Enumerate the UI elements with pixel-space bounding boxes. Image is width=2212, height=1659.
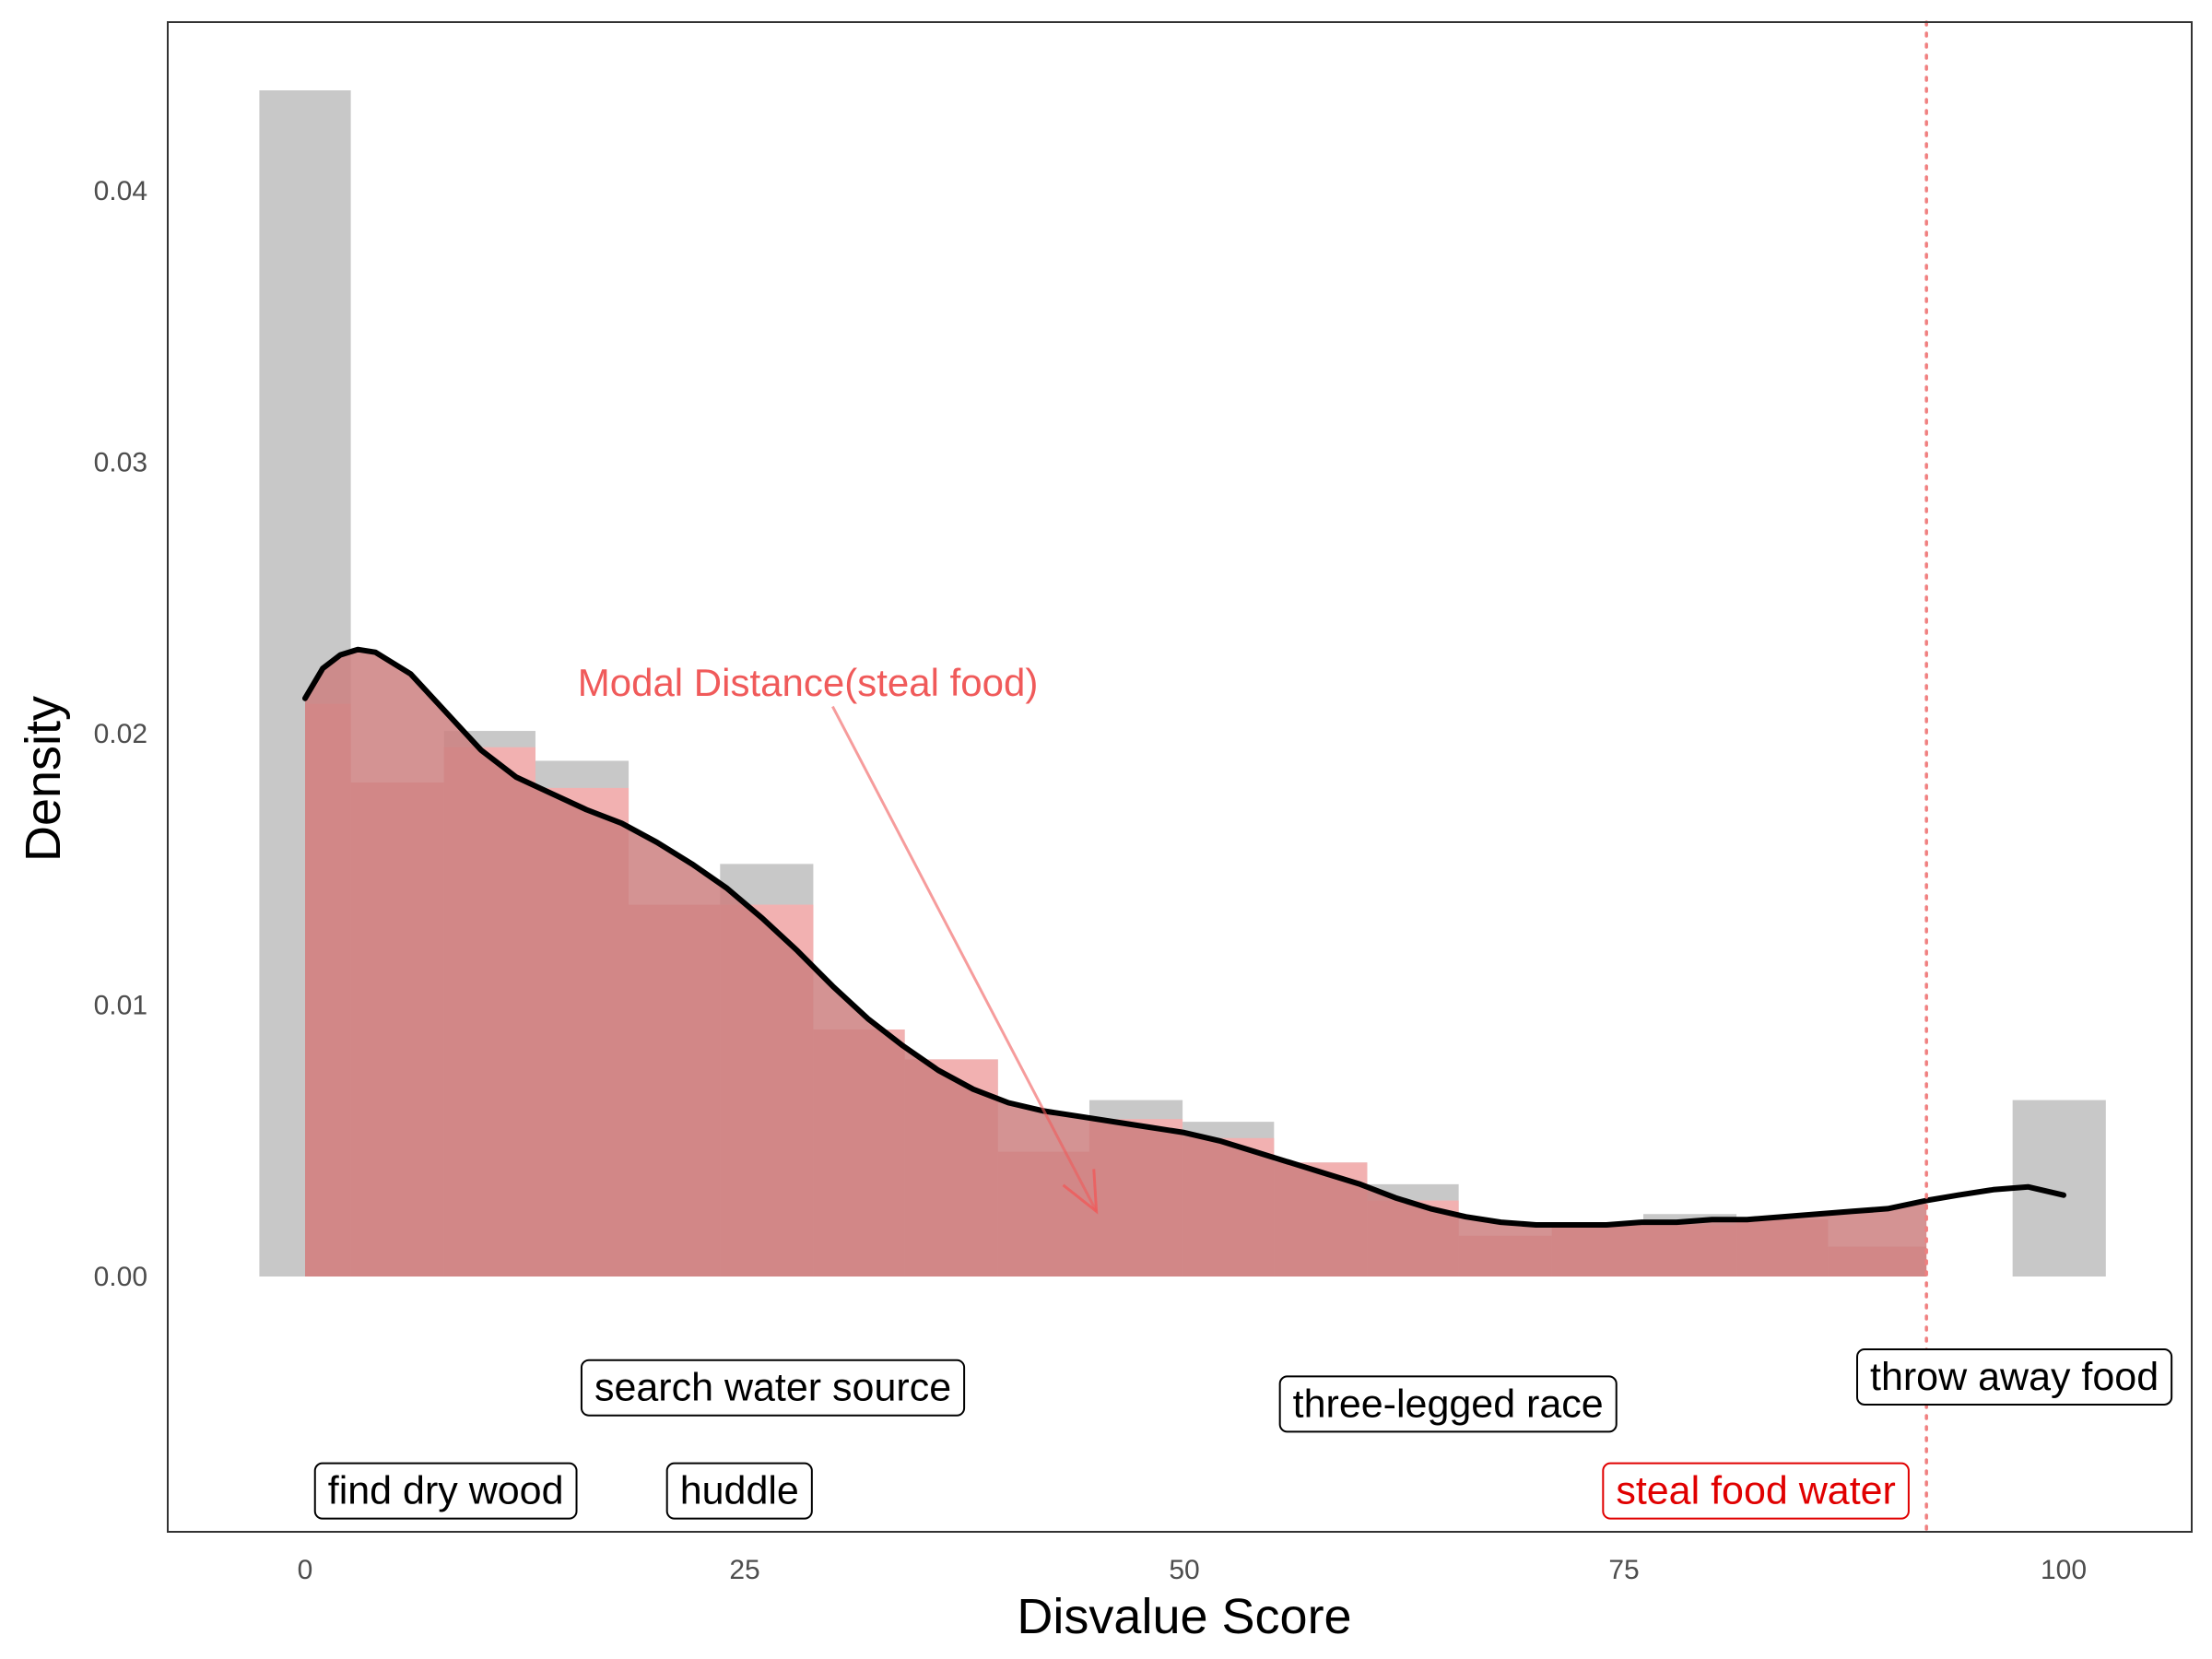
item-label-text: three-legged race: [1293, 1382, 1604, 1426]
annotation-text: Modal Distance(steal food): [578, 661, 1039, 704]
annotation-group: Modal Distance(steal food): [578, 661, 1099, 1215]
item-label-box: [580, 1359, 966, 1417]
item-labels: search water source three-legged race thro…: [313, 1347, 2173, 1520]
item-label-5: steal food water: [1602, 1462, 1910, 1520]
annotation-arrow-line: [831, 705, 1098, 1213]
x-tick-label: 100: [2041, 1555, 2087, 1585]
y-tick-label: 0.04: [94, 176, 147, 206]
item-label-box: [1602, 1462, 1910, 1520]
y-tick-label: 0.00: [94, 1262, 147, 1292]
x-tick-label: 0: [298, 1555, 313, 1585]
item-label-text: huddle: [680, 1469, 799, 1513]
item-label-box: [313, 1462, 578, 1520]
y-tick-label: 0.03: [94, 448, 147, 478]
plot-panel-border: [167, 21, 2193, 1533]
x-tick-label: 25: [729, 1555, 759, 1585]
y-axis-title: Density: [16, 696, 71, 862]
y-tick-label: 0.02: [94, 719, 147, 749]
x-axis-title: Disvalue Score: [1017, 1589, 1351, 1644]
x-tick-label: 50: [1169, 1555, 1199, 1585]
item-label-text: steal food water: [1616, 1469, 1896, 1513]
item-label-4: huddle: [665, 1462, 813, 1520]
item-label-text: throw away food: [1870, 1355, 2159, 1399]
item-label-2: throw away food: [1856, 1347, 2173, 1406]
density-curve-group: [302, 646, 2066, 1277]
density-area: [305, 649, 1927, 1277]
density-line: [302, 646, 2066, 1228]
item-label-1: three-legged race: [1278, 1375, 1618, 1433]
item-label-box: [1278, 1375, 1618, 1433]
annotation-arrow-head: [1062, 1169, 1099, 1215]
item-label-0: search water source: [580, 1359, 966, 1417]
item-label-text: find dry wood: [328, 1469, 564, 1513]
item-label-box: [665, 1462, 813, 1520]
item-label-text: search water source: [594, 1366, 951, 1410]
item-label-box: [1856, 1347, 2173, 1406]
x-tick-label: 75: [1608, 1555, 1639, 1585]
y-tick-label: 0.01: [94, 991, 147, 1021]
axes: 0 25 50 75 100 0.00 0.01 0.02 0.03 0.04: [94, 176, 2087, 1585]
item-label-3: find dry wood: [313, 1462, 578, 1520]
